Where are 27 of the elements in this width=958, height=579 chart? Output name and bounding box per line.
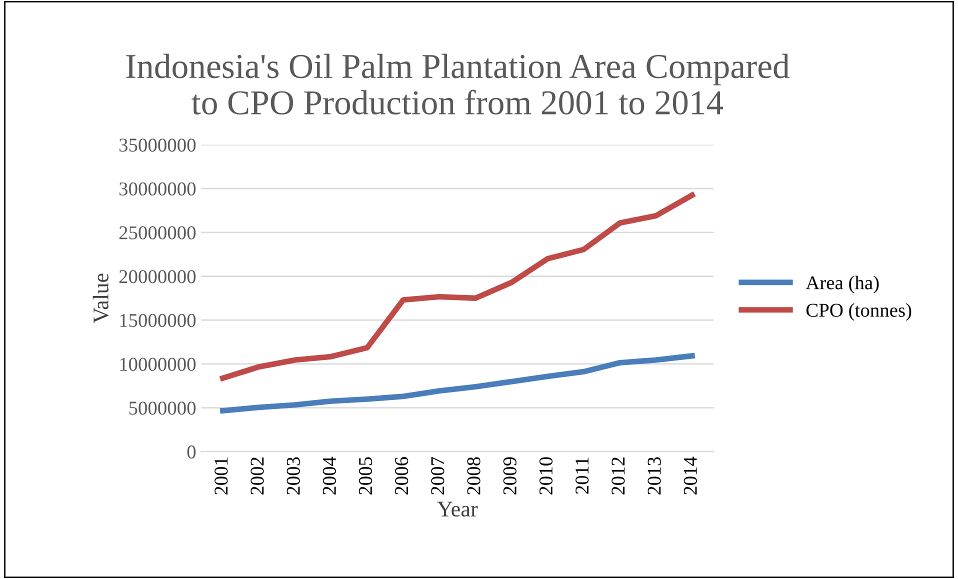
y-tick-label: 20000000 [119,270,196,284]
x-axis-title: Year [437,502,478,517]
chart-title: Indonesia's Oil Palm Plantation Area Compared to CPO Production from 2001 to 2014 [126,54,790,115]
legend-label: CPO (tonnes) [806,303,912,321]
x-tick-label: 2013 [648,457,661,495]
x-tick-label: 2004 [322,456,336,495]
x-tick-label: 2001 [214,458,228,495]
y-tick-label: 25000000 [119,226,196,240]
legend-label: Area (ha) [806,276,879,294]
x-tick-label: 2014 [684,456,697,495]
y-axis-title: Value [92,274,109,324]
y-tick-label: 10000000 [120,358,196,371]
x-tick-label: 2003 [286,457,300,495]
y-tick-label: 35000000 [119,138,196,152]
x-tick-label: 2009 [503,457,516,495]
y-tick-label: 0 [187,445,196,459]
y-tick-label: 5000000 [129,402,196,415]
x-tick-label: 2005 [358,457,372,495]
x-tick-label: 2010 [539,457,553,495]
x-tick-label: 2006 [395,457,408,495]
x-tick-label: 2008 [467,457,480,495]
x-tick-label: 2007 [431,457,444,495]
y-tick-label: 15000000 [120,314,196,328]
y-tick-label: 30000000 [119,182,196,196]
x-tick-label: 2002 [250,458,264,495]
x-tick-label: 2011 [576,458,589,494]
x-tick-label: 2012 [612,458,625,495]
